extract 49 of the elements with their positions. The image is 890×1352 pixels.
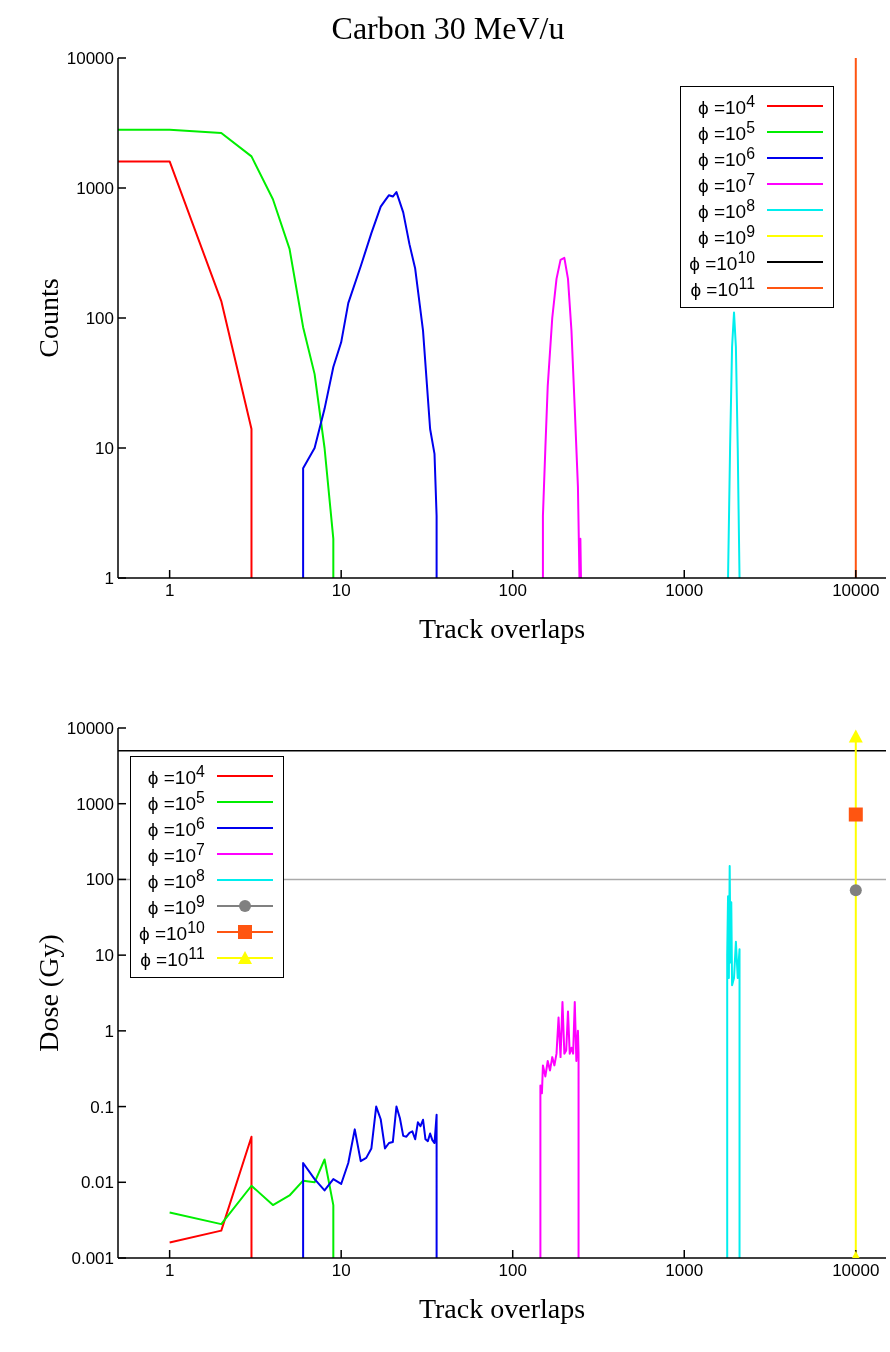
y-tick-label: 10000 bbox=[66, 719, 114, 739]
legend-label: ϕ =10$^{11}$ bbox=[140, 944, 205, 972]
legend-label: ϕ =10$^{5}$ bbox=[698, 118, 755, 146]
y-tick-label: 100 bbox=[85, 309, 114, 329]
x-tick-label: 10 bbox=[331, 581, 351, 601]
point bbox=[849, 884, 862, 897]
legend-label: ϕ =10$^{7}$ bbox=[698, 170, 755, 198]
legend-label: ϕ =10$^{9}$ bbox=[147, 892, 205, 920]
legend-label: ϕ =10$^{10}$ bbox=[689, 248, 755, 276]
legend-label: ϕ =10$^{7}$ bbox=[147, 840, 205, 868]
y-tick-label: 0.1 bbox=[90, 1097, 114, 1117]
chart-title: Carbon 30 MeV/u bbox=[330, 9, 566, 48]
legend-label: ϕ =10$^{8}$ bbox=[698, 196, 755, 224]
y-tick-label: 10000 bbox=[66, 49, 114, 69]
y-tick-label: 0.01 bbox=[80, 1173, 114, 1193]
x-tick-label: 1 bbox=[164, 581, 175, 601]
legend-label: ϕ =10$^{4}$ bbox=[698, 92, 755, 120]
x-tick-label: 100 bbox=[498, 581, 527, 601]
legend-label: ϕ =10$^{5}$ bbox=[147, 788, 205, 816]
x-tick-label: 10000 bbox=[832, 581, 880, 601]
x-axis-title: Track overlaps bbox=[418, 613, 586, 644]
x-tick-label: 10 bbox=[331, 1261, 351, 1281]
x-tick-label: 10000 bbox=[832, 1261, 880, 1281]
legend-label: ϕ =10$^{10}$ bbox=[139, 918, 205, 946]
legend-label: ϕ =10$^{8}$ bbox=[147, 866, 205, 894]
legend-label: ϕ =10$^{6}$ bbox=[698, 144, 755, 172]
y-tick-label: 1000 bbox=[76, 794, 114, 814]
point bbox=[848, 807, 863, 822]
x-axis-title: Track overlaps bbox=[418, 1293, 586, 1324]
x-tick-label: 100 bbox=[498, 1261, 527, 1281]
x-tick-label: 1000 bbox=[665, 581, 704, 601]
y-tick-label: 100 bbox=[85, 870, 114, 890]
line-series bbox=[727, 311, 741, 578]
y-axis-title: Dose (Gy) bbox=[32, 934, 64, 1052]
line-series bbox=[539, 1001, 580, 1258]
y-tick-label: 1 bbox=[104, 1021, 114, 1041]
y-tick-label: 1000 bbox=[76, 179, 114, 199]
x-tick-label: 1 bbox=[164, 1261, 175, 1281]
legend-label: ϕ =10$^{4}$ bbox=[147, 762, 205, 790]
legend-label: ϕ =10$^{11}$ bbox=[690, 274, 755, 302]
y-tick-label: 0.001 bbox=[71, 1249, 114, 1269]
line-series bbox=[541, 256, 582, 578]
x-tick-label: 1000 bbox=[665, 1261, 704, 1281]
legend-label: ϕ =10$^{9}$ bbox=[698, 222, 755, 250]
line-series bbox=[726, 865, 741, 1258]
y-tick-label: 10 bbox=[95, 439, 114, 459]
y-axis-title: Counts bbox=[32, 278, 64, 358]
y-tick-label: 10 bbox=[95, 946, 114, 966]
legend-label: ϕ =10$^{6}$ bbox=[147, 814, 205, 842]
